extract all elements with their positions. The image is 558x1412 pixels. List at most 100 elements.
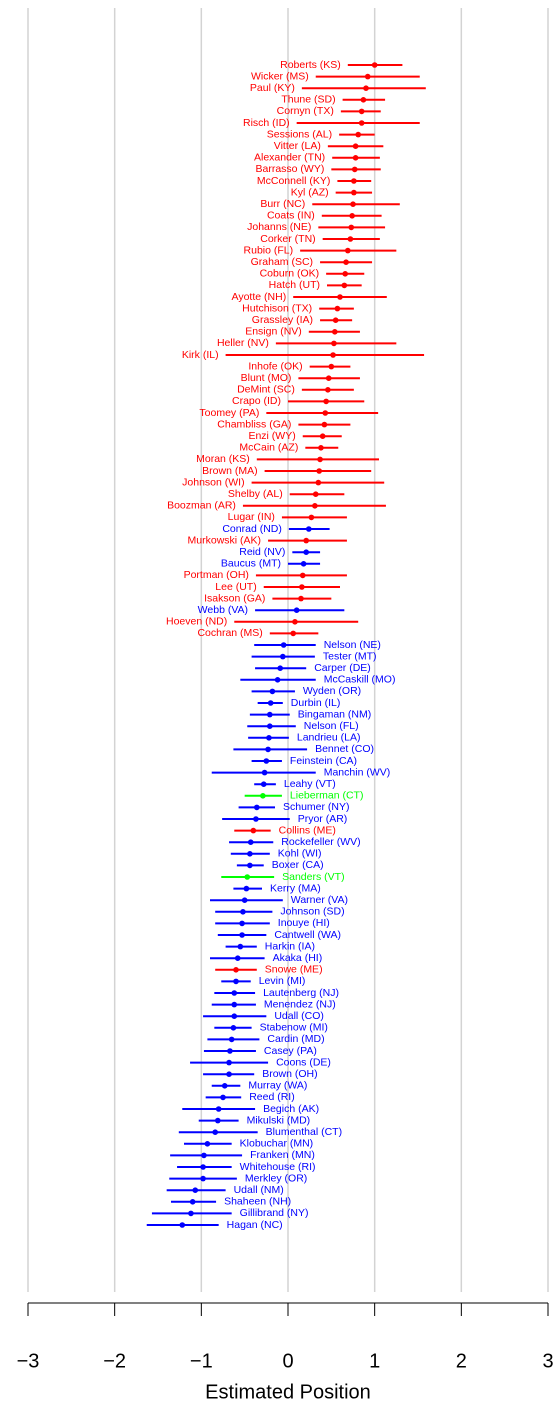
senator-label: Brown (OH) — [262, 1068, 317, 1080]
point — [250, 827, 257, 834]
senator-label: Manchin (WV) — [324, 766, 391, 778]
senator-label: Feinstein (CA) — [290, 755, 357, 767]
point — [189, 1199, 196, 1205]
senator-label: Ensign (NV) — [245, 326, 302, 338]
senator-label: Paul (KY) — [250, 82, 295, 94]
x-axis-label: Estimated Position — [205, 1381, 371, 1403]
point — [234, 955, 241, 961]
senator-label: Begich (AK) — [263, 1103, 319, 1115]
senator-label: McCaskill (MO) — [324, 674, 396, 686]
point — [306, 526, 312, 532]
senator-label: Rubio (FL) — [244, 244, 294, 256]
point — [352, 143, 359, 149]
senator-label: Heller (NV) — [217, 337, 269, 349]
point — [347, 236, 354, 242]
senator-label: Wicker (MS) — [251, 70, 309, 82]
point — [343, 259, 349, 266]
point — [352, 155, 359, 161]
senator-label: Lieberman (CT) — [290, 790, 364, 802]
point — [360, 97, 367, 103]
senator-label: Wyden (OR) — [303, 685, 361, 697]
senator-label: McCain (AZ) — [239, 442, 298, 454]
point — [332, 329, 338, 335]
senator-label: Johanns (NE) — [247, 221, 311, 233]
senator-label: Thune (SD) — [281, 94, 335, 106]
point — [349, 213, 355, 219]
point — [364, 73, 371, 80]
point — [247, 839, 254, 845]
senator-label: Alexander (TN) — [254, 152, 325, 164]
point — [241, 897, 248, 903]
point — [215, 1117, 221, 1124]
point — [247, 851, 253, 857]
senator-label: Johnson (WI) — [182, 476, 244, 488]
senator-label: Reed (RI) — [249, 1091, 295, 1103]
point — [331, 340, 337, 347]
x-tick-label: 3 — [542, 1350, 553, 1372]
senator-label: Roberts (KS) — [280, 59, 341, 71]
point — [348, 224, 355, 231]
point — [351, 166, 358, 173]
point — [323, 398, 329, 405]
point — [179, 1222, 186, 1228]
point — [358, 108, 365, 115]
point — [312, 503, 318, 509]
senator-label: Nelson (NE) — [324, 639, 381, 651]
point — [298, 595, 304, 602]
senator-label: Johnson (SD) — [280, 906, 344, 918]
x-tick-label: 0 — [282, 1350, 293, 1372]
point — [337, 294, 343, 300]
senator-label: Leahy (VT) — [284, 778, 336, 790]
point — [274, 677, 281, 683]
point — [228, 1036, 235, 1043]
senator-label: Lee (UT) — [215, 581, 256, 593]
point — [319, 433, 326, 440]
senator-label: Inouye (HI) — [278, 917, 330, 929]
point — [243, 885, 250, 892]
x-tick-label: 1 — [369, 1350, 380, 1372]
point — [200, 1164, 206, 1170]
point — [350, 201, 356, 207]
senator-label: Blunt (MO) — [241, 372, 292, 384]
senator-label: Ayotte (NH) — [232, 291, 287, 303]
point — [355, 131, 362, 138]
point — [253, 816, 259, 822]
x-tick-label: −3 — [17, 1350, 40, 1372]
point — [299, 584, 305, 590]
senator-label: Mikulski (MD) — [247, 1114, 311, 1126]
senator-label: Shelby (AL) — [228, 488, 283, 500]
senator-label: Cantwell (WA) — [274, 929, 341, 941]
senator-label: Boozman (AR) — [167, 500, 236, 512]
senator-label: Durbin (IL) — [291, 697, 341, 709]
point — [269, 688, 276, 695]
senator-label: Baucus (MT) — [221, 558, 281, 570]
senator-label: Hagan (NC) — [227, 1219, 283, 1231]
senator-label: Menendez (NJ) — [264, 998, 336, 1010]
point — [312, 491, 319, 498]
point — [231, 1001, 238, 1008]
point — [345, 247, 351, 254]
point — [239, 932, 245, 938]
point — [363, 85, 369, 91]
point — [277, 665, 284, 671]
point — [280, 642, 287, 648]
point — [317, 456, 323, 463]
point — [247, 862, 253, 869]
point — [239, 920, 245, 927]
point — [220, 1094, 226, 1101]
point — [342, 271, 349, 277]
senator-label: Udall (CO) — [274, 1010, 324, 1022]
point — [192, 1187, 199, 1193]
point — [299, 572, 306, 579]
senator-label: Graham (SC) — [251, 256, 313, 268]
senator-label: Kyl (AZ) — [291, 186, 329, 198]
senator-label: Sessions (AL) — [267, 128, 332, 140]
point — [188, 1210, 194, 1217]
point — [226, 1071, 232, 1077]
point — [212, 1129, 218, 1135]
point — [358, 120, 365, 126]
senator-label: Shaheen (NH) — [224, 1196, 291, 1208]
point — [315, 479, 322, 486]
senator-label: Hatch (UT) — [269, 279, 320, 291]
senator-label: Gillibrand (NY) — [240, 1207, 309, 1219]
